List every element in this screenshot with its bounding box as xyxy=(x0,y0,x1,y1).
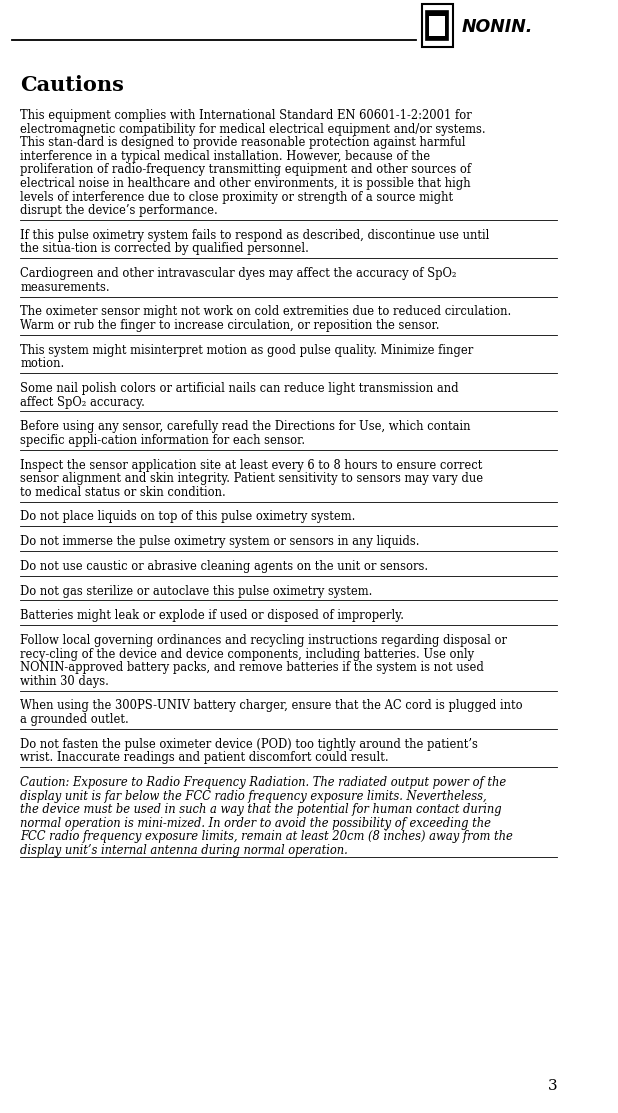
Text: specific appli-cation information for each sensor.: specific appli-cation information for ea… xyxy=(20,434,305,446)
Text: the device must be used in such a way that the potential for human contact durin: the device must be used in such a way th… xyxy=(20,804,502,816)
Text: Warm or rub the finger to increase circulation, or reposition the sensor.: Warm or rub the finger to increase circu… xyxy=(20,319,440,332)
Text: recy-cling of the device and device components, including batteries. Use only: recy-cling of the device and device comp… xyxy=(20,648,475,660)
Text: When using the 300PS-UNIV battery charger, ensure that the AC cord is plugged in: When using the 300PS-UNIV battery charge… xyxy=(20,699,523,712)
Text: motion.: motion. xyxy=(20,357,64,371)
Text: a grounded outlet.: a grounded outlet. xyxy=(20,713,129,726)
Text: This equipment complies with International Standard EN 60601-1-2:2001 for: This equipment complies with Internation… xyxy=(20,109,472,122)
Text: Caution: Exposure to Radio Frequency Radiation. The radiated output power of the: Caution: Exposure to Radio Frequency Rad… xyxy=(20,776,506,789)
Text: display unit is far below the FCC radio frequency exposure limits. Nevertheless,: display unit is far below the FCC radio … xyxy=(20,789,487,802)
Text: electromagnetic compatibility for medical electrical equipment and/or systems.: electromagnetic compatibility for medica… xyxy=(20,122,486,136)
Text: Before using any sensor, carefully read the Directions for Use, which contain: Before using any sensor, carefully read … xyxy=(20,421,471,433)
Text: levels of interference due to close proximity or strength of a source might: levels of interference due to close prox… xyxy=(20,190,454,204)
Text: Inspect the sensor application site at least every 6 to 8 hours to ensure correc: Inspect the sensor application site at l… xyxy=(20,459,483,472)
Text: Cautions: Cautions xyxy=(20,75,124,95)
Text: Some nail polish colors or artificial nails can reduce light transmission and: Some nail polish colors or artificial na… xyxy=(20,382,459,395)
Text: NONIN.: NONIN. xyxy=(462,18,533,37)
Text: sensor alignment and skin integrity. Patient sensitivity to sensors may vary due: sensor alignment and skin integrity. Pat… xyxy=(20,472,483,485)
Text: interference in a typical medical installation. However, because of the: interference in a typical medical instal… xyxy=(20,150,430,162)
Text: Do not place liquids on top of this pulse oximetry system.: Do not place liquids on top of this puls… xyxy=(20,511,355,523)
Text: If this pulse oximetry system fails to respond as described, discontinue use unt: If this pulse oximetry system fails to r… xyxy=(20,229,489,242)
Text: wrist. Inaccurate readings and patient discomfort could result.: wrist. Inaccurate readings and patient d… xyxy=(20,751,389,765)
Text: Do not immerse the pulse oximetry system or sensors in any liquids.: Do not immerse the pulse oximetry system… xyxy=(20,535,420,548)
Text: measurements.: measurements. xyxy=(20,280,110,294)
Text: This stan-dard is designed to provide reasonable protection against harmful: This stan-dard is designed to provide re… xyxy=(20,136,466,149)
Text: display unit’s internal antenna during normal operation.: display unit’s internal antenna during n… xyxy=(20,844,348,857)
Text: Cardiogreen and other intravascular dyes may affect the accuracy of SpO₂: Cardiogreen and other intravascular dyes… xyxy=(20,267,457,280)
FancyBboxPatch shape xyxy=(421,4,454,47)
FancyBboxPatch shape xyxy=(426,11,448,40)
Text: 3: 3 xyxy=(548,1078,557,1093)
Text: The oximeter sensor might not work on cold extremities due to reduced circulatio: The oximeter sensor might not work on co… xyxy=(20,305,512,318)
Text: disrupt the device’s performance.: disrupt the device’s performance. xyxy=(20,204,218,217)
Text: Batteries might leak or explode if used or disposed of improperly.: Batteries might leak or explode if used … xyxy=(20,609,404,622)
Text: within 30 days.: within 30 days. xyxy=(20,674,109,688)
Text: NONIN-approved battery packs, and remove batteries if the system is not used: NONIN-approved battery packs, and remove… xyxy=(20,661,484,674)
Text: electrical noise in healthcare and other environments, it is possible that high: electrical noise in healthcare and other… xyxy=(20,177,471,190)
Text: Do not gas sterilize or autoclave this pulse oximetry system.: Do not gas sterilize or autoclave this p… xyxy=(20,584,373,598)
Text: This system might misinterpret motion as good pulse quality. Minimize finger: This system might misinterpret motion as… xyxy=(20,344,473,356)
Text: Do not use caustic or abrasive cleaning agents on the unit or sensors.: Do not use caustic or abrasive cleaning … xyxy=(20,560,428,573)
Text: Do not fasten the pulse oximeter device (POD) too tightly around the patient’s: Do not fasten the pulse oximeter device … xyxy=(20,738,478,750)
Text: to medical status or skin condition.: to medical status or skin condition. xyxy=(20,485,226,499)
Text: affect SpO₂ accuracy.: affect SpO₂ accuracy. xyxy=(20,395,145,408)
Text: proliferation of radio-frequency transmitting equipment and other sources of: proliferation of radio-frequency transmi… xyxy=(20,164,472,176)
FancyBboxPatch shape xyxy=(429,16,446,36)
Text: the situa-tion is corrected by qualified personnel.: the situa-tion is corrected by qualified… xyxy=(20,243,309,255)
Text: FCC radio frequency exposure limits, remain at least 20cm (8 inches) away from t: FCC radio frequency exposure limits, rem… xyxy=(20,830,513,844)
Text: Follow local governing ordinances and recycling instructions regarding disposal : Follow local governing ordinances and re… xyxy=(20,634,507,647)
Text: normal operation is mini-mized. In order to avoid the possibility of exceeding t: normal operation is mini-mized. In order… xyxy=(20,817,491,829)
